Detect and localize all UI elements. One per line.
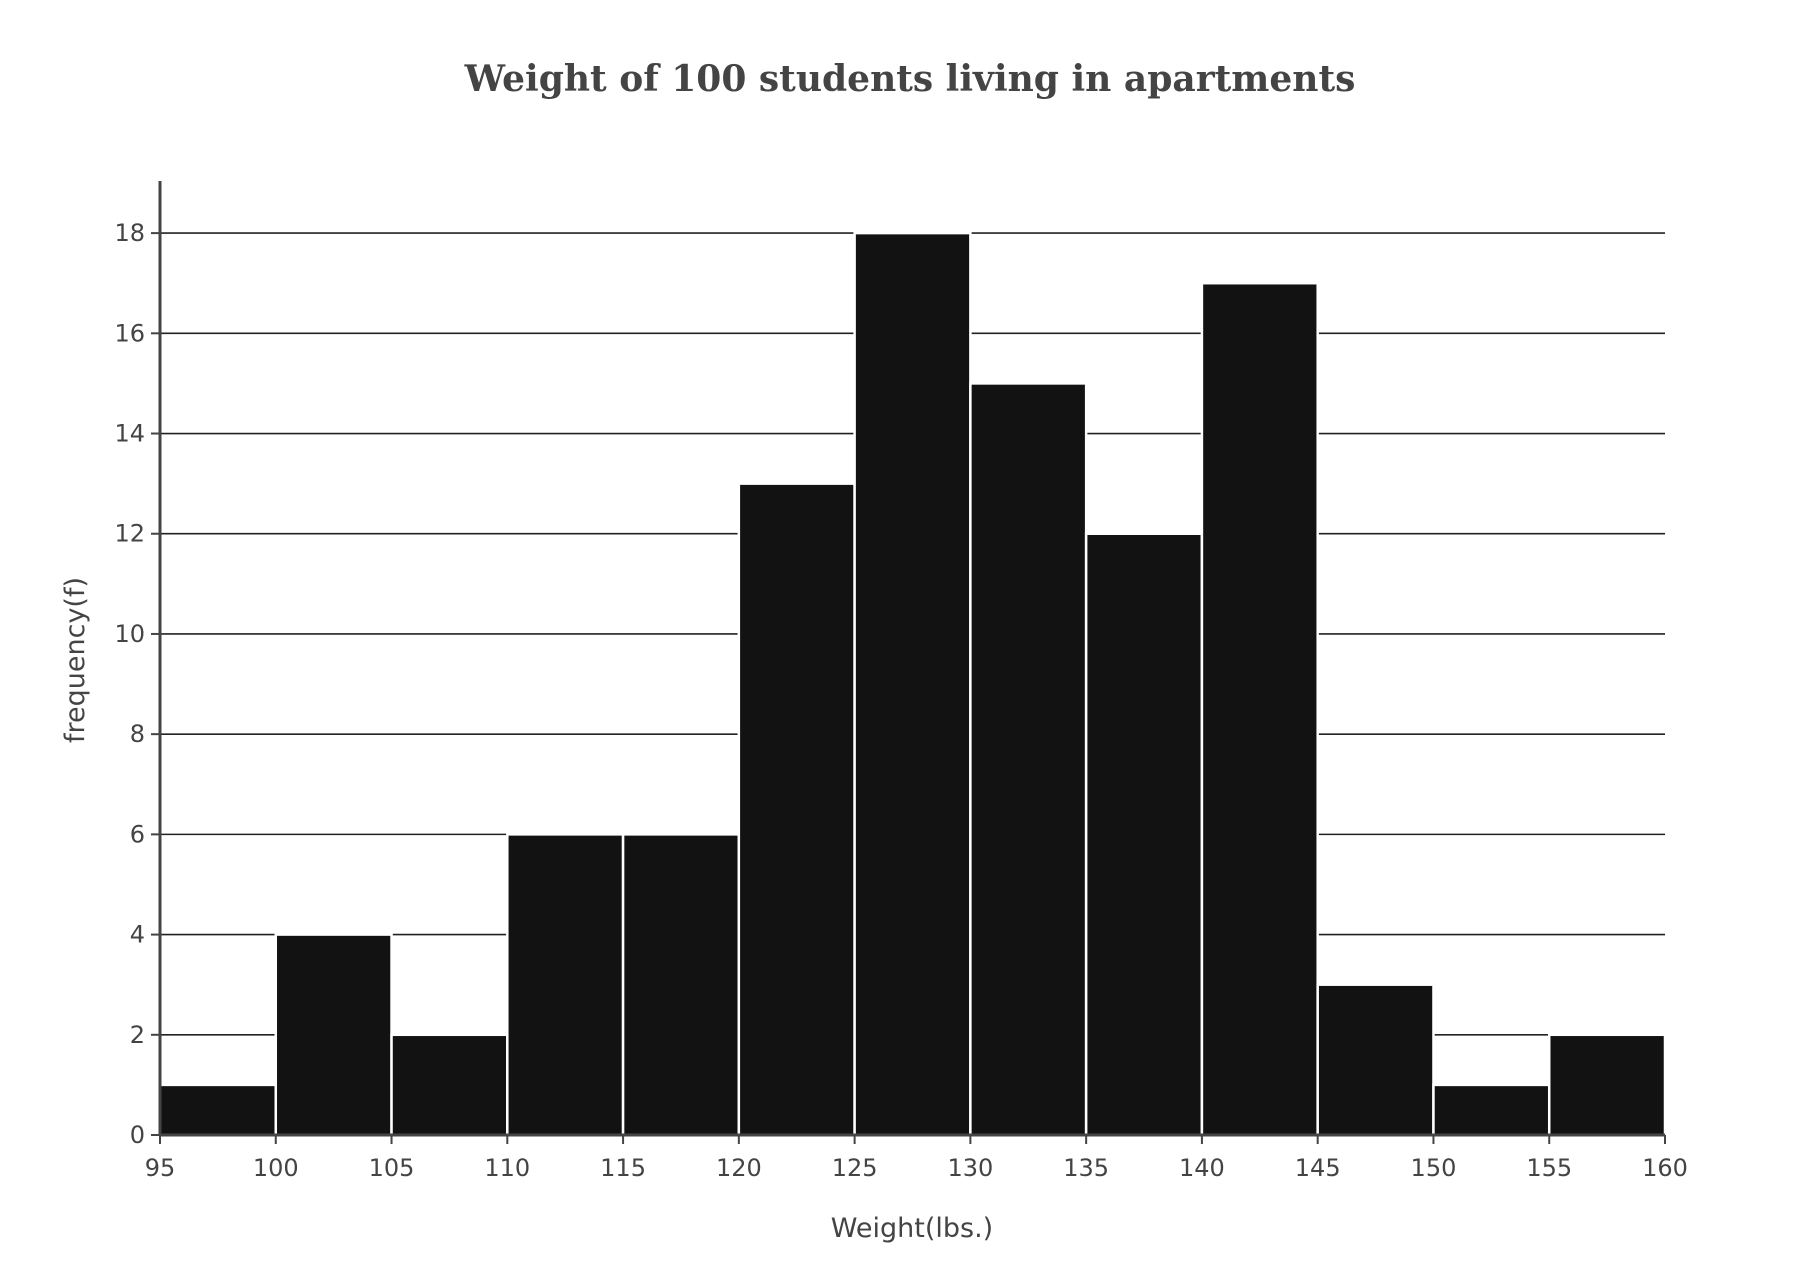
y-tick-label: 0 <box>130 1121 145 1149</box>
x-tick-label: 150 <box>1411 1154 1457 1182</box>
axes <box>158 181 1665 1137</box>
x-tick-label: 160 <box>1642 1154 1688 1182</box>
x-tick-label: 145 <box>1295 1154 1341 1182</box>
y-tick-label: 6 <box>130 820 145 848</box>
chart-title: Weight of 100 students living in apartme… <box>464 58 1356 100</box>
histogram-bar <box>274 933 393 1137</box>
histogram-bar <box>1432 1083 1551 1137</box>
x-tick-label: 135 <box>1063 1154 1109 1182</box>
y-tick-label: 12 <box>114 520 145 548</box>
histogram-bars <box>158 231 1667 1137</box>
histogram-bar <box>969 382 1088 1137</box>
histogram-bar <box>1084 532 1204 1137</box>
histogram-bar <box>1547 1033 1667 1137</box>
x-tick-label: 120 <box>716 1154 762 1182</box>
histogram-bar <box>390 1033 509 1137</box>
x-tick-label: 110 <box>484 1154 530 1182</box>
y-tick-label: 8 <box>130 720 145 748</box>
x-tick-label: 105 <box>369 1154 415 1182</box>
x-tick-label: 155 <box>1526 1154 1572 1182</box>
x-tick-label: 140 <box>1179 1154 1225 1182</box>
y-tick-label: 10 <box>114 620 145 648</box>
histogram-bar <box>737 482 856 1137</box>
x-tick-label: 125 <box>832 1154 878 1182</box>
y-tick-label: 2 <box>130 1021 145 1049</box>
histogram-bar <box>621 833 741 1137</box>
x-tick-label: 115 <box>600 1154 646 1182</box>
x-tick-label: 100 <box>253 1154 299 1182</box>
y-axis-ticks: 0 2 4 6 8 10 12 14 16 18 <box>114 219 160 1149</box>
y-tick-label: 18 <box>114 219 145 247</box>
y-tick-label: 4 <box>130 921 145 949</box>
y-tick-label: 16 <box>114 319 145 347</box>
x-axis-label: Weight(lbs.) <box>831 1213 993 1244</box>
histogram-bar <box>158 1083 278 1137</box>
x-tick-label: 95 <box>145 1154 176 1182</box>
histogram-bar <box>853 231 972 1137</box>
y-axis-label: frequency(f) <box>60 577 91 743</box>
y-tick-label: 14 <box>114 420 145 448</box>
histogram-bar <box>506 833 625 1137</box>
histogram-bar <box>1316 983 1435 1137</box>
histogram-bar <box>1200 281 1319 1137</box>
x-axis-ticks: 95 100 105 110 115 120 125 130 135 140 145 150 155 16… <box>145 1135 1688 1182</box>
x-tick-label: 130 <box>947 1154 993 1182</box>
